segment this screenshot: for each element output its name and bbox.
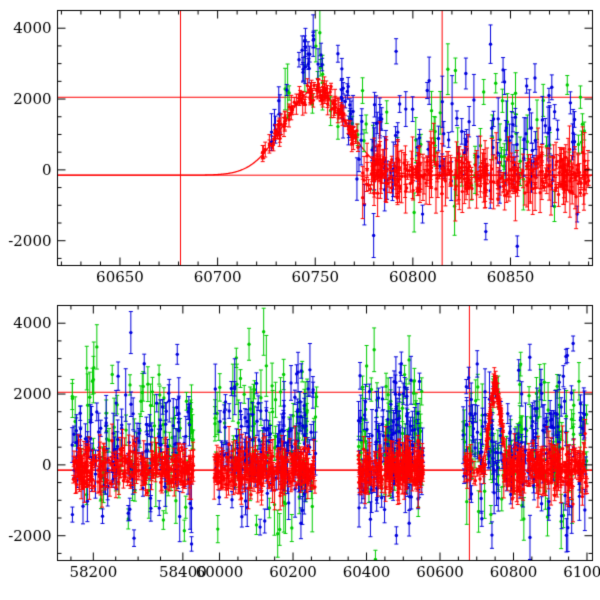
light-curve-figure	[0, 0, 600, 600]
light-curves-canvas	[0, 0, 600, 600]
